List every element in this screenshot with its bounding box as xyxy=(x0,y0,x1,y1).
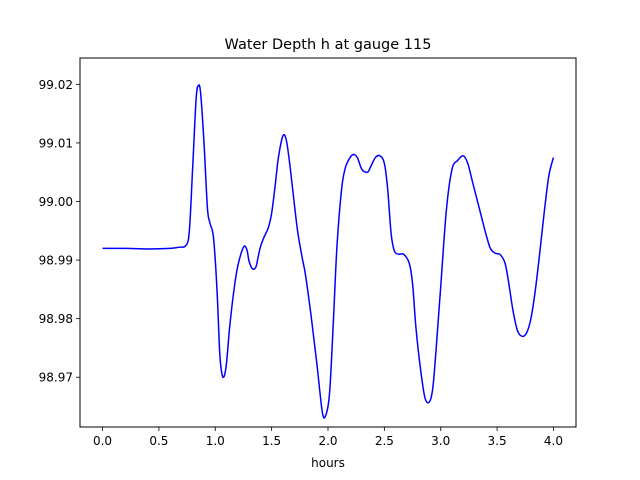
x-tick-label: 2.0 xyxy=(318,434,337,448)
y-tick-label: 99.02 xyxy=(39,78,73,92)
x-axis: 0.0 0.5 1.0 1.5 2.0 2.5 3.0 3.5 4.0 xyxy=(93,427,563,448)
axes-frame xyxy=(79,57,577,428)
x-tick-label: 0.5 xyxy=(149,434,168,448)
y-tick-label: 99.00 xyxy=(39,195,73,209)
plot-area xyxy=(102,84,555,419)
x-tick-label: 2.5 xyxy=(375,434,394,448)
x-axis-label: hours xyxy=(311,456,345,470)
y-axis: 98.97 98.98 98.99 99.00 99.01 99.02 xyxy=(39,78,80,385)
y-tick-label: 98.99 xyxy=(39,254,73,268)
y-tick-label: 98.98 xyxy=(39,312,73,326)
y-tick-label: 99.01 xyxy=(39,136,73,150)
series-line-0 xyxy=(102,84,555,419)
chart-title: Water Depth h at gauge 115 xyxy=(225,37,432,53)
x-tick-label: 1.0 xyxy=(206,434,225,448)
x-tick-label: 4.0 xyxy=(544,434,563,448)
x-tick-label: 3.0 xyxy=(431,434,450,448)
x-tick-label: 0.0 xyxy=(93,434,112,448)
y-tick-label: 98.97 xyxy=(39,371,73,385)
x-tick-label: 3.5 xyxy=(488,434,507,448)
x-tick-label: 1.5 xyxy=(262,434,281,448)
